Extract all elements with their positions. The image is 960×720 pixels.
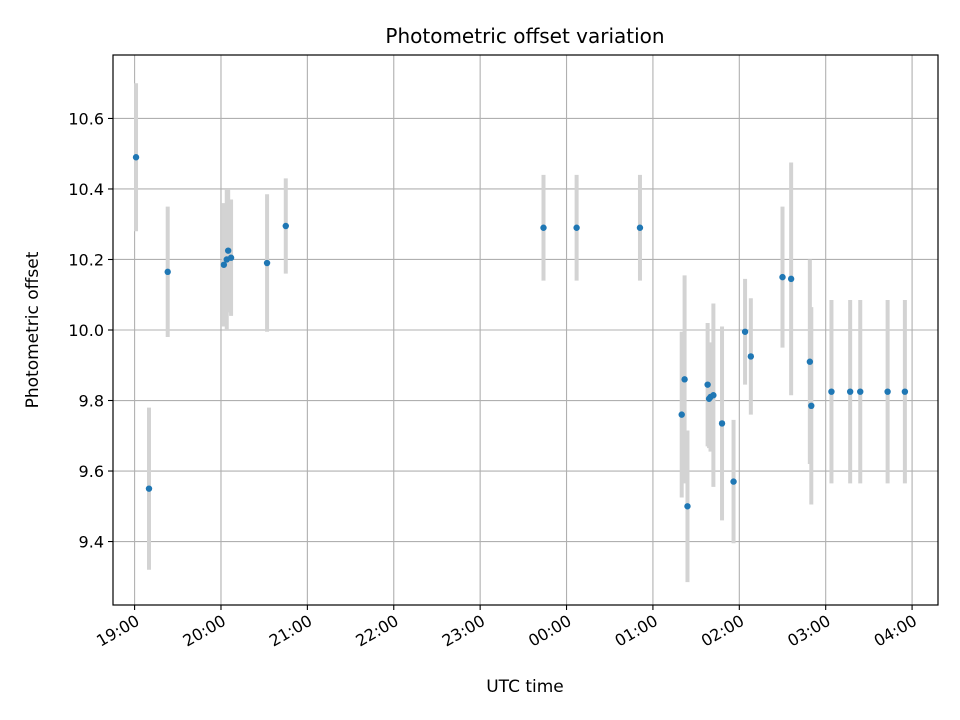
y-tick-label: 10.0 bbox=[68, 321, 104, 340]
data-point bbox=[828, 388, 835, 395]
data-point bbox=[846, 388, 854, 395]
data-point bbox=[704, 381, 711, 388]
data-point bbox=[681, 376, 688, 383]
data-point bbox=[718, 420, 726, 427]
y-tick-label: 9.8 bbox=[79, 392, 104, 411]
y-tick-label: 10.6 bbox=[68, 109, 104, 128]
y-tick-label: 10.4 bbox=[68, 180, 104, 199]
data-point bbox=[227, 254, 235, 261]
data-point bbox=[145, 485, 153, 492]
data-point bbox=[678, 411, 685, 418]
data-point bbox=[282, 222, 289, 230]
chart-title: Photometric offset variation bbox=[385, 24, 664, 48]
y-tick-label: 10.2 bbox=[68, 250, 104, 269]
data-point bbox=[779, 273, 786, 281]
data-point bbox=[787, 275, 795, 283]
data-point bbox=[540, 224, 547, 231]
data-point bbox=[730, 478, 737, 485]
y-axis-title: Photometric offset bbox=[23, 251, 43, 408]
y-tick-label: 9.6 bbox=[79, 462, 104, 481]
data-point bbox=[747, 353, 755, 360]
data-point bbox=[573, 224, 580, 231]
data-point bbox=[220, 261, 228, 268]
grid-lines bbox=[113, 55, 938, 605]
data-point bbox=[808, 402, 815, 410]
data-point bbox=[164, 268, 171, 276]
y-tick-label: 9.4 bbox=[79, 533, 104, 552]
data-points bbox=[132, 154, 909, 510]
data-point bbox=[884, 388, 891, 395]
data-point bbox=[636, 224, 644, 231]
data-point bbox=[857, 388, 864, 395]
data-point bbox=[710, 392, 717, 399]
data-point bbox=[224, 247, 232, 254]
data-point bbox=[132, 154, 140, 161]
data-point bbox=[263, 259, 271, 267]
x-axis-title: UTC time bbox=[486, 677, 564, 697]
data-point bbox=[741, 328, 749, 335]
data-point bbox=[684, 503, 691, 510]
data-point bbox=[901, 388, 909, 395]
data-point bbox=[806, 358, 814, 365]
